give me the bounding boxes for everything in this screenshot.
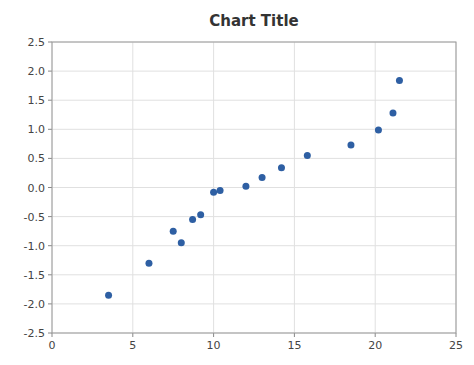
grid-line-y: [52, 187, 456, 188]
point: [347, 142, 354, 149]
point: [197, 211, 204, 218]
grid-line-y: [52, 158, 456, 159]
tick-y: [48, 333, 52, 334]
grid-line-y: [52, 274, 456, 275]
tick-label-x: 0: [49, 339, 56, 352]
point: [189, 216, 196, 223]
plot-frame: [52, 42, 456, 333]
tick-label-y: 2.0: [28, 65, 46, 78]
tick-label-y: -0.5: [24, 211, 45, 224]
chart: 0 5 10 15 20 25 -2.5 -2.0 -1.5 -1.0 -0.5 0.0 0.5 1.0 1…: [0, 0, 474, 365]
point: [389, 110, 396, 117]
grid-line-y: [52, 100, 456, 101]
grid-line-y: [52, 303, 456, 304]
tick-y: [48, 129, 52, 130]
point: [217, 187, 224, 194]
tick-x: [213, 333, 214, 337]
tick-x: [456, 333, 457, 337]
point: [375, 126, 382, 133]
grid: [52, 42, 456, 333]
point: [304, 152, 311, 159]
tick-label-x: 15: [287, 339, 301, 352]
points: [105, 77, 403, 299]
tick-y: [48, 71, 52, 72]
tick-label-y: 0.0: [28, 182, 46, 195]
point: [242, 183, 249, 190]
tick-label-y: 1.5: [28, 94, 46, 107]
point: [396, 77, 403, 84]
point: [178, 239, 185, 246]
tick-label-y: -2.0: [24, 298, 45, 311]
tick-y: [48, 158, 52, 159]
tick-label-y: 2.5: [28, 36, 46, 49]
tick-label-y: 1.0: [28, 123, 46, 136]
tick-label-x: 25: [449, 339, 463, 352]
axes: 0 5 10 15 20 25 -2.5 -2.0 -1.5 -1.0 -0.5 0.0 0.5 1.0 1…: [24, 36, 463, 352]
point: [259, 174, 266, 181]
tick-y: [48, 274, 52, 275]
tick-y: [48, 245, 52, 246]
tick-y: [48, 42, 52, 43]
grid-line-y: [52, 71, 456, 72]
tick-label-x: 20: [368, 339, 382, 352]
tick-x: [52, 333, 53, 337]
title: Chart Title: [209, 12, 298, 30]
plot-area: [52, 42, 456, 333]
point: [105, 292, 112, 299]
grid-line-y: [52, 216, 456, 217]
tick-y: [48, 187, 52, 188]
tick-y: [48, 303, 52, 304]
tick-label-y: -1.0: [24, 240, 45, 253]
point: [170, 228, 177, 235]
tick-x: [132, 333, 133, 337]
tick-x: [294, 333, 295, 337]
tick-label-x: 5: [129, 339, 136, 352]
tick-label-y: 0.5: [28, 152, 46, 165]
point: [145, 260, 152, 267]
point: [210, 189, 217, 196]
grid-line-y: [52, 129, 456, 130]
point: [278, 164, 285, 171]
tick-label-y: -1.5: [24, 269, 45, 282]
tick-y: [48, 100, 52, 101]
tick-y: [48, 216, 52, 217]
tick-x: [375, 333, 376, 337]
grid-line-y: [52, 245, 456, 246]
tick-label-x: 10: [207, 339, 221, 352]
tick-label-y: -2.5: [24, 327, 45, 340]
